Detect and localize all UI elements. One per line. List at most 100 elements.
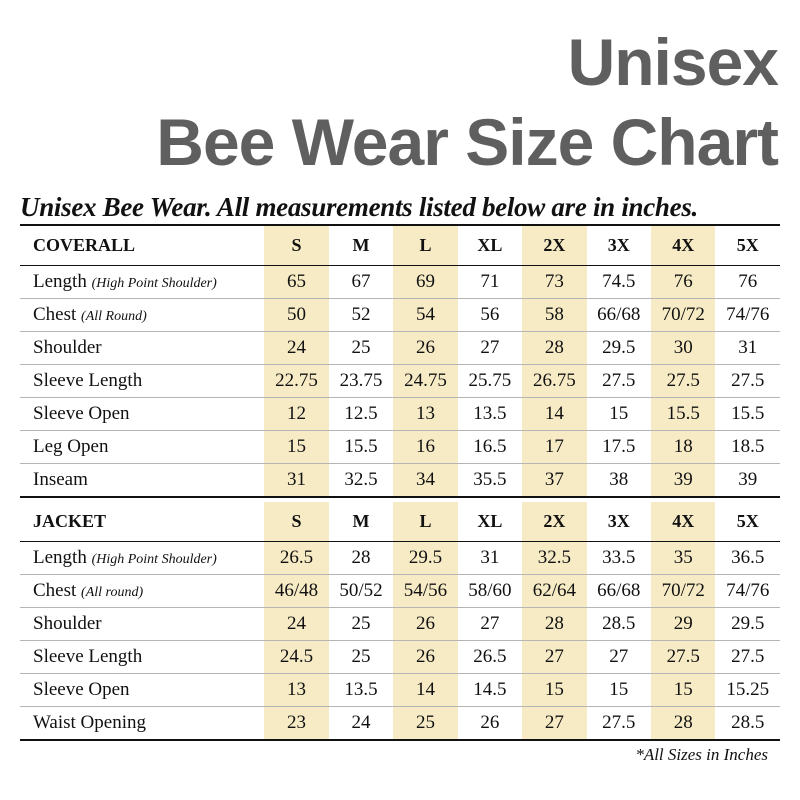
table-section-title: JACKET [20,502,265,542]
size-value-cell: 58 [522,298,587,332]
measurement-label: Sleeve Open [33,403,130,424]
size-value-cell: 27.5 [586,706,652,741]
table-row: Sleeve Length 24.5 25 26 26.5 27 27 27.5 27.5 [20,640,780,674]
measurement-label: Waist Opening [33,712,146,733]
table-header-row: JACKET S M L XL 2X 3X 4X 5X [20,502,780,542]
size-value-cell: 32.5 [522,541,587,575]
size-value-cell: 26 [457,706,523,741]
row-label-cell: Length (High Point Shoulder) [20,541,265,575]
table-row: Leg Open 15 15.5 16 16.5 17 17.5 18 18.5 [20,430,780,464]
table-row: Shoulder 24 25 26 27 28 28.5 29 29.5 [20,607,780,641]
row-label-cell: Sleeve Length [20,364,265,398]
size-value-cell: 13.5 [328,673,394,707]
size-value-cell: 50 [264,298,329,332]
size-value-cell: 15.25 [715,673,780,707]
size-value-cell: 24 [264,331,329,365]
size-value-cell: 12.5 [328,397,394,431]
size-value-cell: 31 [715,331,780,365]
size-value-cell: 28 [522,331,587,365]
size-header-cell: M [328,225,394,266]
measurement-label: Shoulder [33,613,102,634]
size-value-cell: 24.75 [393,364,458,398]
table-row: Inseam 31 32.5 34 35.5 37 38 39 39 [20,463,780,498]
measurement-label: Inseam [33,469,88,490]
size-value-cell: 27.5 [651,640,716,674]
size-value-cell: 27.5 [715,364,780,398]
size-value-cell: 70/72 [651,574,716,608]
measurement-label: Leg Open [33,436,109,457]
table-row: Length (High Point Shoulder) 65 67 69 71 73 74… [20,265,780,299]
size-header-cell: L [393,225,458,266]
size-value-cell: 27 [522,706,587,741]
table-section-title: COVERALL [20,225,265,266]
table-row: Chest (All Round) 50 52 54 56 58 66/68 70/72 74/… [20,298,780,332]
size-value-cell: 65 [264,265,329,299]
row-label-cell: Inseam [20,463,265,498]
size-value-cell: 15 [264,430,329,464]
row-label-cell: Sleeve Open [20,673,265,707]
size-value-cell: 29.5 [393,541,458,575]
size-value-cell: 18.5 [715,430,780,464]
size-value-cell: 22.75 [264,364,329,398]
coverall-size-table: COVERALL S M L XL 2X 3X 4X 5X Length (High Point … [20,224,780,498]
size-value-cell: 15.5 [328,430,394,464]
size-value-cell: 52 [328,298,394,332]
measurement-label: Length [33,547,87,568]
page-title-line2: Bee Wear Size Chart [156,105,779,179]
size-value-cell: 76 [651,265,716,299]
jacket-size-table: JACKET S M L XL 2X 3X 4X 5X Length (High Point Sh… [20,502,780,741]
row-label-cell: Sleeve Length [20,640,265,674]
size-value-cell: 25 [328,640,394,674]
size-value-cell: 38 [586,463,652,498]
size-header-cell: S [264,502,329,542]
size-value-cell: 26 [393,331,458,365]
size-value-cell: 27.5 [586,364,652,398]
row-label-cell: Waist Opening [20,706,265,741]
size-header-cell: 3X [586,502,652,542]
size-value-cell: 74.5 [586,265,652,299]
size-value-cell: 28 [328,541,394,575]
size-header-cell: 2X [522,225,587,266]
row-label-cell: Chest (All round) [20,574,265,608]
subtitle: Unisex Bee Wear. All measurements listed… [20,192,698,222]
size-value-cell: 17.5 [586,430,652,464]
size-value-cell: 26 [393,640,458,674]
size-value-cell: 69 [393,265,458,299]
size-value-cell: 16 [393,430,458,464]
table-row: Length (High Point Shoulder) 26.5 28 29.5 31… [20,541,780,575]
size-value-cell: 35.5 [457,463,523,498]
size-value-cell: 28.5 [715,706,780,741]
size-value-cell: 26.75 [522,364,587,398]
size-value-cell: 27.5 [651,364,716,398]
size-header-cell: 2X [522,502,587,542]
size-header-cell: 4X [651,225,716,266]
size-header-cell: 4X [651,502,716,542]
size-value-cell: 26.5 [457,640,523,674]
measurement-note: (High Point Shoulder) [91,276,217,291]
size-value-cell: 39 [651,463,716,498]
size-header-cell: L [393,502,458,542]
size-value-cell: 66/68 [586,298,652,332]
table-row: Sleeve Length 22.75 23.75 24.75 25.75 26.75 27… [20,364,780,398]
size-value-cell: 54 [393,298,458,332]
measurement-label: Sleeve Length [33,370,143,391]
measurement-label: Sleeve Length [33,646,143,667]
size-value-cell: 25 [328,607,394,641]
size-value-cell: 39 [715,463,780,498]
size-value-cell: 76 [715,265,780,299]
table-header-row: COVERALL S M L XL 2X 3X 4X 5X [20,225,780,266]
size-value-cell: 54/56 [393,574,458,608]
size-value-cell: 70/72 [651,298,716,332]
size-value-cell: 28 [651,706,716,741]
measurement-label: Shoulder [33,337,102,358]
size-value-cell: 23.75 [328,364,394,398]
size-value-cell: 74/76 [715,574,780,608]
measurement-note: (All round) [81,585,144,600]
size-value-cell: 14 [522,397,587,431]
size-header-cell: M [328,502,394,542]
size-value-cell: 27.5 [715,640,780,674]
table-row: Waist Opening 23 24 25 26 27 27.5 28 28.5 [20,706,780,741]
size-value-cell: 17 [522,430,587,464]
size-value-cell: 71 [457,265,523,299]
size-value-cell: 62/64 [522,574,587,608]
